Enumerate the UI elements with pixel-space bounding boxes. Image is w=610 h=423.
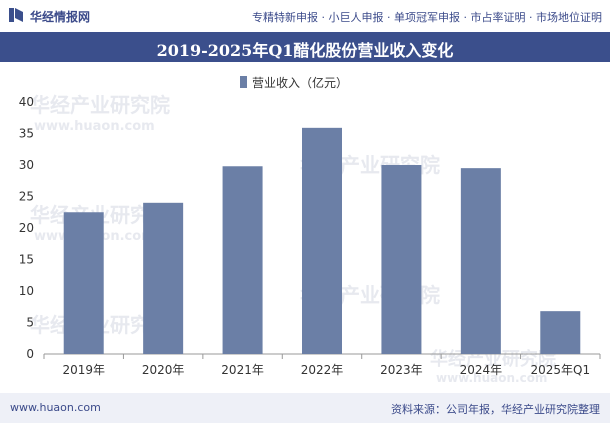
footer-source: 资料来源：公司年报，华经产业研究院整理: [391, 403, 600, 416]
x-tick-label: 2022年: [301, 363, 344, 377]
watermark-text: 华经产业研究院: [30, 93, 170, 117]
legend-label: 营业收入（亿元）: [252, 75, 348, 90]
footer: www.huaon.com 资料来源：公司年报，华经产业研究院整理: [0, 393, 610, 423]
title-bar: 2019-2025年Q1醋化股份营业收入变化: [0, 32, 610, 62]
y-tick-label: 20: [19, 221, 34, 235]
y-tick-label: 40: [19, 95, 34, 109]
x-tick-label: 2020年: [142, 363, 185, 377]
y-tick-label: 5: [26, 316, 34, 330]
y-tick-label: 15: [19, 253, 34, 267]
x-tick-label: 2019年: [62, 363, 105, 377]
top-bar: 华经情报网 专精特新申报 · 小巨人申报 · 单项冠军申报 · 市占率证明 · …: [0, 0, 610, 32]
bar: [63, 212, 104, 354]
legend: 营业收入（亿元）: [240, 75, 348, 90]
bar-chart: 华经产业研究院 www.huaon.com 华经产业研究院 华经产业研究院 ww…: [19, 75, 601, 385]
watermark-text: www.huaon.com: [34, 119, 155, 134]
footer-website[interactable]: www.huaon.com: [10, 401, 101, 414]
y-tick-label: 30: [19, 158, 34, 172]
bar: [143, 202, 184, 354]
y-tick-label: 25: [19, 190, 34, 204]
y-tick-label: 10: [19, 284, 34, 298]
bar: [381, 165, 422, 354]
bar: [540, 311, 581, 354]
bar: [460, 168, 501, 354]
x-tick-label: 2021年: [221, 363, 264, 377]
y-tick-label: 35: [19, 127, 34, 141]
x-tick-label: 2025年Q1: [530, 363, 590, 377]
x-tick-label: 2023年: [380, 363, 423, 377]
bar: [302, 127, 342, 354]
chart-title: 2019-2025年Q1醋化股份营业收入变化: [156, 41, 454, 60]
legend-swatch: [240, 76, 247, 88]
huajing-logo-icon: [9, 8, 23, 22]
brand-name: 华经情报网: [30, 10, 91, 24]
x-tick-label: 2024年: [460, 363, 503, 377]
services-list[interactable]: 专精特新申报 · 小巨人申报 · 单项冠军申报 · 市占率证明 · 市场地位证明: [252, 11, 602, 24]
y-tick-label: 0: [26, 347, 34, 361]
watermark-text: www.huaon.com: [436, 371, 547, 385]
bar: [222, 166, 263, 354]
